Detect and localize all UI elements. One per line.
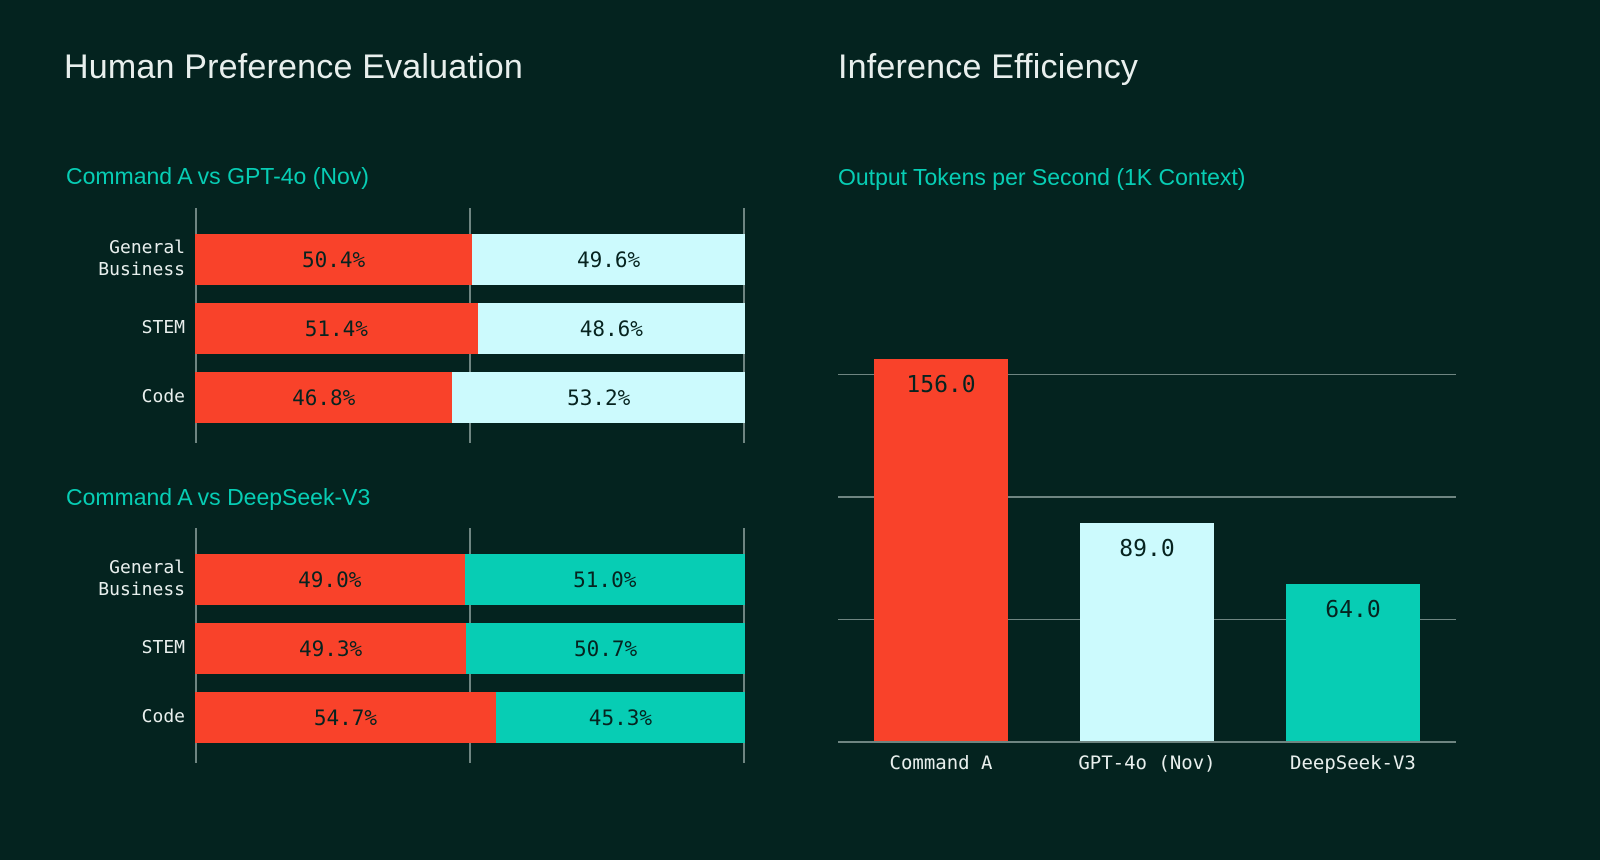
category-label: Code — [141, 706, 185, 727]
x-tick-label: Command A — [889, 752, 993, 774]
bar-segment-gpt4o: 53.2% — [452, 372, 745, 423]
bar-value-label: 64.0 — [1325, 597, 1381, 624]
bar-value-label: 49.3% — [298, 636, 363, 661]
bar-segment-gpt4o: 48.6% — [477, 303, 745, 354]
chart-human-preference-gpt4o: General Business STEM Code 50.4% 49.6% 5… — [60, 208, 760, 443]
bar-group-gpt4o: 89.0 — [1044, 300, 1250, 741]
plot-area: 156.0 89.0 64.0 — [838, 300, 1456, 743]
bar-value-label: 156.0 — [906, 371, 976, 398]
x-axis-tick-labels: Command A GPT-4o (Nov) DeepSeek-V3 — [838, 752, 1456, 774]
x-tick-label: DeepSeek-V3 — [1290, 752, 1416, 774]
gridline-100 — [838, 496, 1456, 498]
chart-subtitle-command-a-vs-gpt4o: Command A vs GPT-4o (Nov) — [66, 163, 369, 189]
bar-value-label: 46.8% — [292, 385, 356, 410]
bar-group-command-a: 156.0 — [838, 300, 1044, 741]
bar-command-a: 156.0 — [874, 358, 1008, 741]
bar-segment-command-a: 51.4% — [195, 303, 478, 354]
plot-area: 49.0% 51.0% 49.3% 50.7% 54.7% — [195, 528, 745, 763]
bar-segment-deepseek: 45.3% — [495, 692, 745, 743]
bar-row-stem: 49.3% 50.7% — [195, 623, 745, 674]
bar-value-label: 48.6% — [579, 316, 643, 341]
bar-deepseek-v3: 64.0 — [1286, 584, 1420, 741]
bar-row-code: 46.8% 53.2% — [195, 372, 745, 423]
bar-row-code: 54.7% 45.3% — [195, 692, 745, 743]
chart-inference-efficiency: 156.0 89.0 64.0 Command A GPT-4o (Nov) — [838, 300, 1456, 790]
bar-value-label: 49.0% — [298, 567, 362, 592]
chart-subtitle-output-tokens: Output Tokens per Second (1K Context) — [838, 164, 1246, 190]
bar-row-general-business: 49.0% 51.0% — [195, 554, 745, 605]
category-label: Code — [141, 386, 185, 407]
bar-value-label: 50.7% — [573, 636, 638, 661]
plot-area: 50.4% 49.6% 51.4% 48.6% 46.8% — [195, 208, 745, 443]
bar-value-label: 51.0% — [573, 567, 637, 592]
bar-segment-deepseek: 51.0% — [464, 554, 745, 605]
category-label: General Business — [98, 237, 185, 280]
bar-gpt4o: 89.0 — [1080, 522, 1214, 741]
category-label: General Business — [98, 557, 185, 600]
bar-value-label: 89.0 — [1119, 535, 1175, 562]
bar-row-stem: 51.4% 48.6% — [195, 303, 745, 354]
category-label: STEM — [141, 317, 185, 338]
page-title-human-preference: Human Preference Evaluation — [64, 48, 523, 86]
category-axis-labels: General Business STEM Code — [60, 528, 185, 763]
bar-segment-command-a: 49.3% — [195, 623, 467, 674]
axis-line-baseline — [838, 741, 1456, 743]
bar-segment-gpt4o: 49.6% — [472, 234, 745, 285]
bar-value-label: 53.2% — [567, 385, 631, 410]
category-axis-labels: General Business STEM Code — [60, 208, 185, 443]
bar-segment-command-a: 46.8% — [195, 372, 453, 423]
bars-container: 156.0 89.0 64.0 — [838, 300, 1456, 741]
bar-row-general-business: 50.4% 49.6% — [195, 234, 745, 285]
gridline-150 — [838, 373, 1456, 375]
bar-value-label: 45.3% — [588, 705, 653, 730]
bar-value-label: 51.4% — [304, 316, 368, 341]
x-tick-label: GPT-4o (Nov) — [1078, 752, 1216, 774]
bar-value-label: 50.4% — [301, 247, 366, 272]
page-title-inference-efficiency: Inference Efficiency — [838, 48, 1139, 86]
chart-human-preference-deepseek: General Business STEM Code 49.0% 51.0% 4… — [60, 528, 760, 763]
chart-subtitle-command-a-vs-deepseek: Command A vs DeepSeek-V3 — [66, 484, 371, 510]
bar-group-deepseek: 64.0 — [1250, 300, 1456, 741]
bar-segment-command-a: 50.4% — [195, 234, 473, 285]
bar-segment-deepseek: 50.7% — [466, 623, 745, 674]
bar-value-label: 54.7% — [313, 705, 378, 730]
category-label: STEM — [141, 637, 185, 658]
bar-segment-command-a: 54.7% — [195, 692, 496, 743]
bar-segment-command-a: 49.0% — [195, 554, 465, 605]
bar-value-label: 49.6% — [576, 247, 641, 272]
